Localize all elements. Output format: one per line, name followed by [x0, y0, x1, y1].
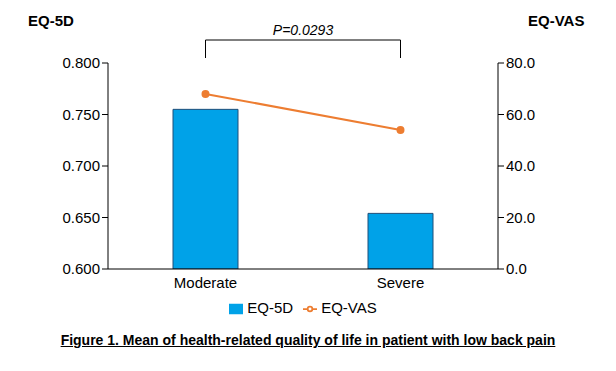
svg-text:0.800: 0.800 [62, 54, 100, 71]
svg-text:20.0: 20.0 [506, 209, 535, 226]
html-text:Figure 1. Mean of health-relat: Figure 1. Mean of health-related quality… [60, 332, 556, 348]
html-text:EQ-VAS: EQ-VAS [528, 12, 585, 29]
svg-text:0.600: 0.600 [62, 260, 100, 277]
html-text:EQ-VAS: EQ-VAS [321, 299, 377, 316]
html-text:EQ-5D: EQ-5D [28, 12, 74, 29]
html-text:EQ-5D: EQ-5D [247, 299, 294, 316]
svg-text:0.700: 0.700 [62, 157, 100, 174]
svg-text:40.0: 40.0 [506, 157, 535, 174]
html-text:P=0.0293: P=0.0293 [272, 22, 334, 38]
svg-text:0.750: 0.750 [62, 106, 100, 123]
svg-text:80.0: 80.0 [506, 54, 535, 71]
svg-text:Severe: Severe [377, 274, 425, 291]
svg-text:60.0: 60.0 [506, 106, 535, 123]
svg-text:Moderate: Moderate [174, 274, 237, 291]
svg-text:0.0: 0.0 [506, 260, 527, 277]
svg-text:0.650: 0.650 [62, 209, 100, 226]
